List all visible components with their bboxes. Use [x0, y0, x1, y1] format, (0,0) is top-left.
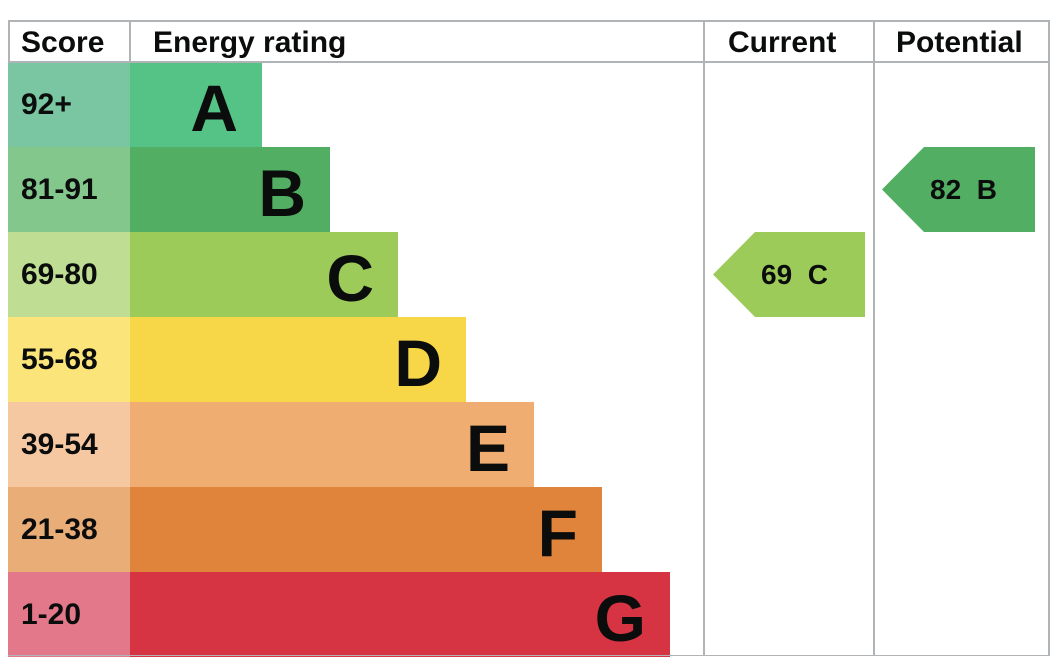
current-right-divider [873, 20, 875, 656]
bottom-border [8, 655, 1050, 656]
score-range-e: 39-54 [8, 402, 130, 487]
header-current: Current [728, 26, 837, 59]
score-range-b: 81-91 [8, 147, 130, 232]
score-divider [129, 20, 131, 62]
current-rating-label: 69 C [761, 259, 828, 290]
rating-letter: E [465, 411, 510, 485]
rating-bar-c: C [130, 232, 398, 317]
header-divider [8, 61, 1050, 63]
left-border [8, 20, 10, 62]
header-score: Score [21, 26, 105, 59]
rating-bar-a: A [130, 62, 262, 147]
arrow-left-shape-icon [713, 232, 865, 317]
rating-bar-b: B [130, 147, 330, 232]
rating-bar-d: D [130, 317, 466, 402]
rating-letter: D [394, 326, 442, 400]
right-border [1048, 20, 1050, 656]
rating-letter: G [594, 581, 646, 655]
rating-bar-f: F [130, 487, 602, 572]
current-left-divider [703, 20, 705, 656]
epc-chart: Score Energy rating Current Potential 92… [8, 20, 1050, 657]
potential-rating-arrow: 82 B [882, 147, 1035, 232]
score-range-c: 69-80 [8, 232, 130, 317]
rating-letter: F [537, 496, 578, 570]
rating-letter: C [326, 241, 374, 315]
rating-bar-g: G [130, 572, 670, 657]
potential-rating-label: 82 B [930, 174, 997, 205]
score-range-g: 1-20 [8, 572, 130, 657]
current-rating-arrow: 69 C [713, 232, 865, 317]
rating-bar-e: E [130, 402, 534, 487]
top-border [8, 20, 1050, 22]
score-range-f: 21-38 [8, 487, 130, 572]
rating-letter: B [258, 156, 306, 230]
arrow-left-shape-icon [882, 147, 1035, 232]
header-potential: Potential [896, 26, 1023, 59]
score-range-d: 55-68 [8, 317, 130, 402]
header-energy-rating: Energy rating [153, 26, 347, 59]
score-range-a: 92+ [8, 62, 130, 147]
rating-letter: A [190, 71, 238, 145]
